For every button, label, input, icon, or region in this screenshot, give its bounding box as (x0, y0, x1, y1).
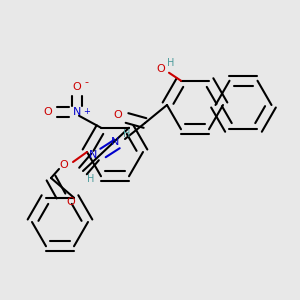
Text: N: N (89, 150, 97, 160)
Text: O: O (67, 197, 75, 207)
Text: N: N (111, 137, 119, 147)
Text: -: - (84, 77, 88, 87)
Text: +: + (84, 107, 90, 116)
Text: H: H (123, 129, 131, 139)
Text: H: H (167, 58, 175, 68)
Text: N: N (73, 107, 81, 117)
Text: O: O (114, 110, 122, 120)
Text: O: O (73, 82, 81, 92)
Text: H: H (87, 174, 95, 184)
Text: O: O (157, 64, 165, 74)
Text: O: O (60, 160, 68, 170)
Text: O: O (44, 107, 52, 117)
